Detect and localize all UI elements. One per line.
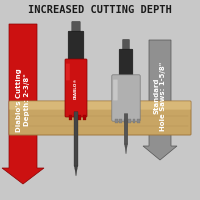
Bar [69,115,72,120]
Polygon shape [125,144,127,154]
Polygon shape [74,166,78,176]
FancyBboxPatch shape [112,75,140,121]
Bar [119,119,122,123]
FancyBboxPatch shape [113,80,118,100]
FancyBboxPatch shape [119,49,133,81]
Polygon shape [2,24,44,184]
Text: Diablo's Cutting
Depth: 2-3/8": Diablo's Cutting Depth: 2-3/8" [16,68,30,132]
FancyBboxPatch shape [66,64,70,80]
FancyBboxPatch shape [72,21,80,37]
FancyBboxPatch shape [74,112,78,166]
FancyBboxPatch shape [9,101,191,135]
FancyBboxPatch shape [124,114,128,144]
Bar [133,119,135,123]
Bar [115,119,118,123]
Bar [74,115,76,120]
FancyBboxPatch shape [123,39,129,55]
FancyBboxPatch shape [68,31,84,65]
FancyBboxPatch shape [9,101,191,110]
Text: DIABLO®: DIABLO® [74,77,78,99]
Bar [78,115,81,120]
Text: Standard
Hole Saws: 1-5/8": Standard Hole Saws: 1-5/8" [154,61,166,131]
Polygon shape [143,40,177,160]
Bar [128,119,131,123]
Bar [83,115,86,120]
Bar [124,119,127,123]
FancyBboxPatch shape [65,59,87,117]
Text: INCREASED CUTTING DEPTH: INCREASED CUTTING DEPTH [28,5,172,15]
Bar [137,119,140,123]
